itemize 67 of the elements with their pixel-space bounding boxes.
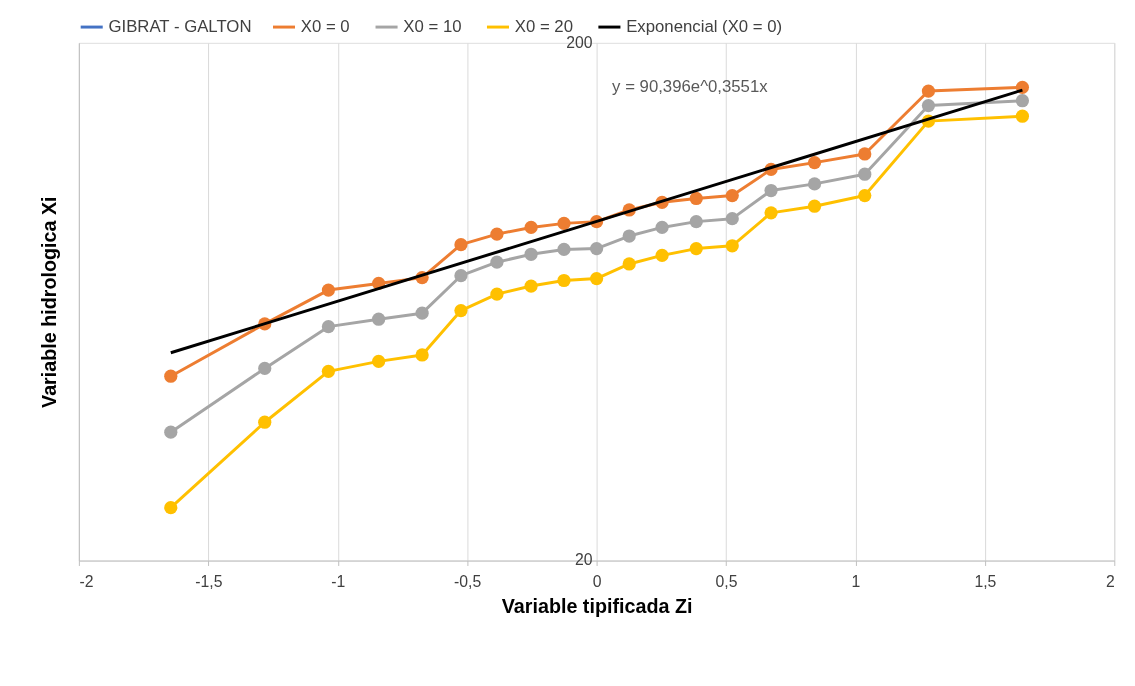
- point: [372, 354, 386, 368]
- point: [764, 206, 778, 220]
- point: [725, 188, 739, 203]
- point: [454, 269, 468, 283]
- point: [858, 188, 872, 203]
- x-tick-label: -0,5: [454, 572, 482, 590]
- point: [454, 238, 468, 252]
- point: [557, 242, 571, 257]
- point: [321, 283, 336, 297]
- point: [622, 257, 636, 271]
- legend-label: X0 = 0: [300, 17, 350, 36]
- y-axis-title: Variable hidrologica Xi: [37, 196, 60, 408]
- y-tick-label: 20: [575, 551, 593, 569]
- point: [655, 248, 669, 263]
- legend-label: GIBRAT - GALTON: [108, 17, 252, 36]
- x-tick-label: -1,5: [195, 572, 223, 590]
- point: [858, 147, 872, 161]
- point: [921, 98, 936, 113]
- point: [524, 279, 538, 293]
- point: [689, 241, 703, 256]
- point: [415, 348, 429, 362]
- point: [1015, 94, 1030, 108]
- x-tick-label: 0,5: [715, 572, 738, 590]
- point: [258, 361, 272, 376]
- legend-label: Exponencial (X0 = 0): [626, 17, 783, 36]
- point: [321, 364, 336, 378]
- point: [622, 229, 636, 243]
- point: [557, 273, 571, 288]
- point: [524, 247, 538, 261]
- x-tick-label: 1,5: [974, 572, 997, 590]
- point: [454, 303, 468, 318]
- point: [807, 156, 822, 170]
- point: [490, 255, 504, 269]
- x-tick-label: 1: [851, 572, 861, 590]
- point: [858, 167, 872, 181]
- point: [689, 191, 703, 206]
- point: [725, 239, 739, 253]
- point: [321, 320, 336, 334]
- point: [524, 220, 538, 235]
- point: [372, 312, 386, 326]
- point: [490, 227, 504, 241]
- legend-label: X0 = 20: [514, 17, 573, 36]
- annotation: y = 90,396e^0,3551x: [612, 77, 769, 97]
- point: [415, 306, 429, 320]
- point: [807, 177, 822, 191]
- point: [589, 241, 604, 256]
- x-tick-label: -2: [79, 572, 94, 590]
- x-tick-label: -1: [331, 572, 346, 590]
- point: [764, 183, 778, 198]
- x-tick-label: 0: [592, 572, 602, 590]
- point: [689, 215, 703, 229]
- point: [164, 501, 178, 515]
- legend-label: X0 = 10: [403, 17, 462, 36]
- point: [1015, 109, 1030, 123]
- x-axis-title: Variable tipificada Zi: [501, 595, 693, 618]
- point: [921, 84, 936, 98]
- point: [164, 425, 178, 439]
- point: [258, 415, 272, 429]
- point: [490, 287, 504, 301]
- point: [655, 220, 669, 235]
- point: [725, 212, 739, 226]
- point: [807, 199, 822, 213]
- x-tick-label: 2: [1106, 572, 1115, 590]
- y-tick-label: 200: [566, 33, 593, 51]
- point: [589, 271, 604, 286]
- point: [557, 216, 571, 230]
- point: [164, 369, 178, 383]
